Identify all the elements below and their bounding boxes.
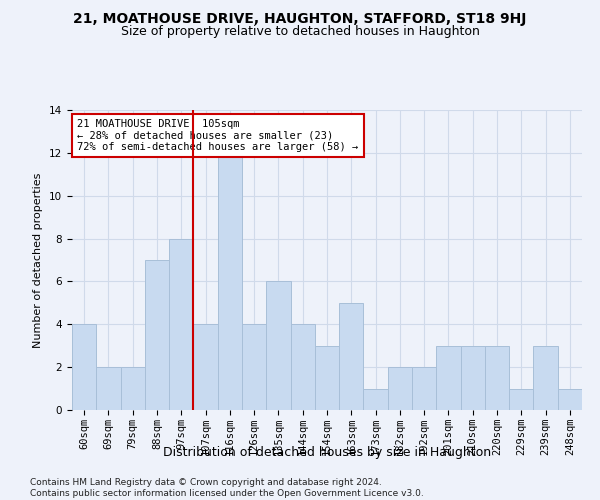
Bar bbox=[485, 346, 509, 410]
Bar bbox=[266, 282, 290, 410]
Bar bbox=[533, 346, 558, 410]
Bar bbox=[169, 238, 193, 410]
Bar bbox=[509, 388, 533, 410]
Bar bbox=[193, 324, 218, 410]
Bar bbox=[121, 367, 145, 410]
Bar bbox=[339, 303, 364, 410]
Bar bbox=[436, 346, 461, 410]
Bar bbox=[218, 153, 242, 410]
Bar bbox=[242, 324, 266, 410]
Bar bbox=[364, 388, 388, 410]
Text: Contains HM Land Registry data © Crown copyright and database right 2024.
Contai: Contains HM Land Registry data © Crown c… bbox=[30, 478, 424, 498]
Bar bbox=[96, 367, 121, 410]
Bar bbox=[558, 388, 582, 410]
Bar bbox=[461, 346, 485, 410]
Y-axis label: Number of detached properties: Number of detached properties bbox=[34, 172, 43, 348]
Bar bbox=[412, 367, 436, 410]
Bar bbox=[72, 324, 96, 410]
Text: Size of property relative to detached houses in Haughton: Size of property relative to detached ho… bbox=[121, 25, 479, 38]
Text: 21 MOATHOUSE DRIVE: 105sqm
← 28% of detached houses are smaller (23)
72% of semi: 21 MOATHOUSE DRIVE: 105sqm ← 28% of deta… bbox=[77, 119, 358, 152]
Text: Distribution of detached houses by size in Haughton: Distribution of detached houses by size … bbox=[163, 446, 491, 459]
Bar bbox=[145, 260, 169, 410]
Bar bbox=[315, 346, 339, 410]
Bar bbox=[290, 324, 315, 410]
Bar bbox=[388, 367, 412, 410]
Text: 21, MOATHOUSE DRIVE, HAUGHTON, STAFFORD, ST18 9HJ: 21, MOATHOUSE DRIVE, HAUGHTON, STAFFORD,… bbox=[73, 12, 527, 26]
